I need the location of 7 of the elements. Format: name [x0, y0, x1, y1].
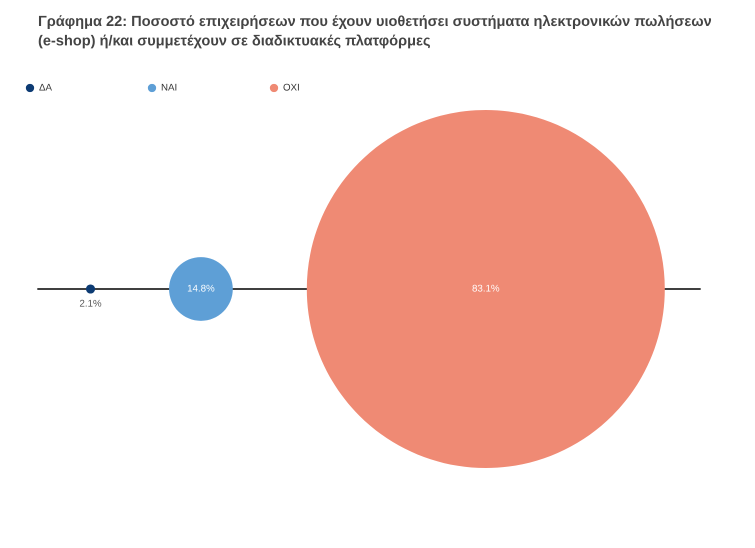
category-label: ΝΑΙ: [162, 84, 176, 91]
data-label: 14.8%: [188, 284, 214, 292]
data-label: 2.1%: [80, 300, 102, 307]
data-label: 83.1%: [472, 284, 500, 292]
text: Γράφημα 22: Ποσοστό επιχειρήσεων που έχουν υιοθετήσει συστήματα ηλεκτρονικών πωλήσεων (e-shop) ή/και συμμετέχουν σε διαδικτυακές πλατφόρμες: [38, 15, 712, 48]
category-label: ΟΧΙ: [283, 84, 299, 91]
category-label: ΔΑ: [39, 84, 52, 91]
